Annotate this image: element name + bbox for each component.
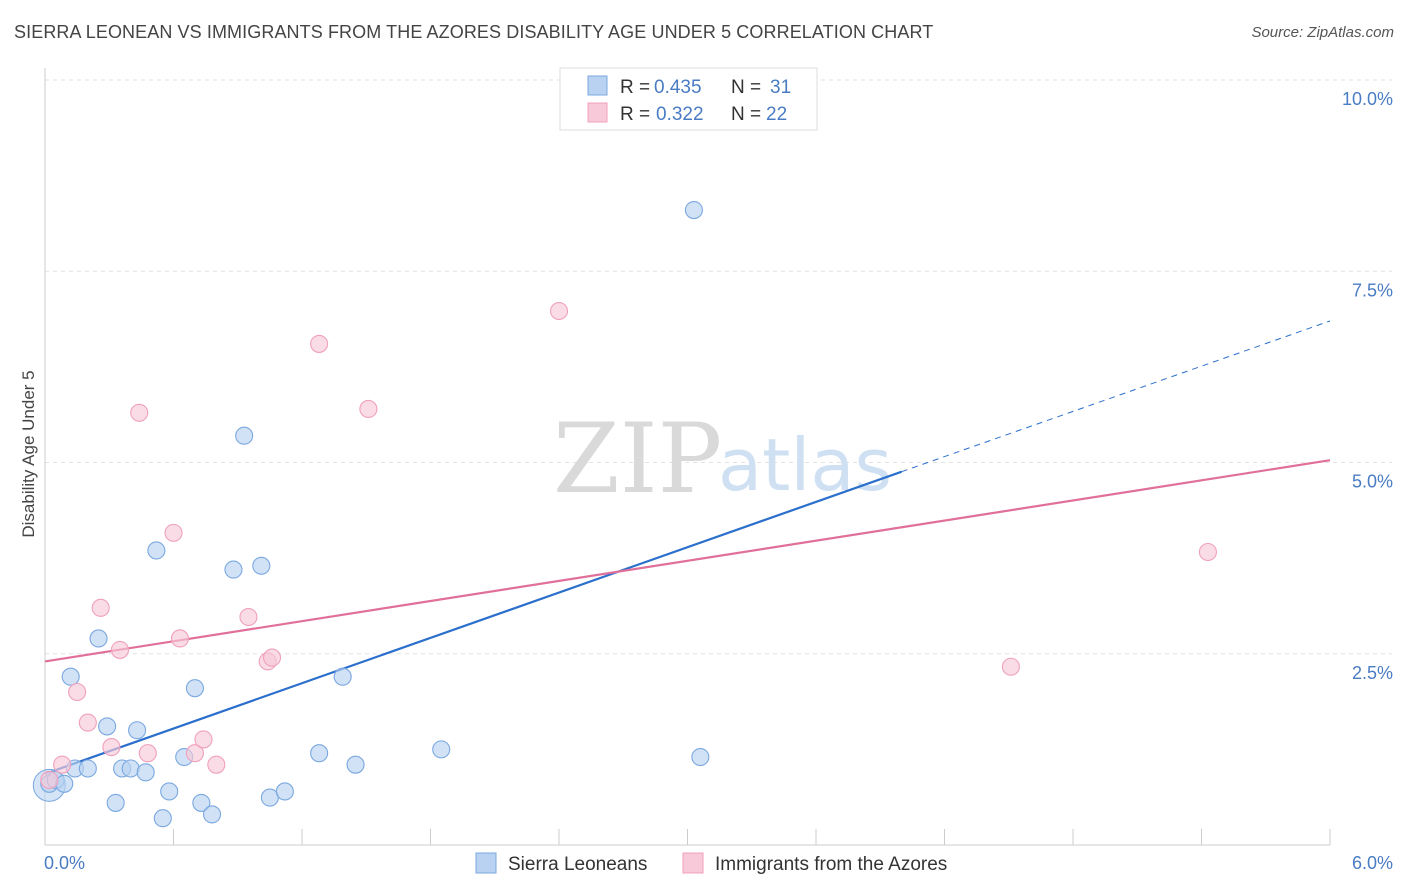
grid-lines	[45, 79, 1392, 655]
legend-r-label-1: R =	[620, 77, 650, 98]
x-tick-min: 0.0%	[44, 853, 85, 873]
point-s0-24	[275, 782, 294, 801]
point-s0-6	[89, 629, 108, 648]
point-s1-7	[130, 403, 149, 422]
point-s1-2	[68, 682, 87, 702]
legend: R = 0.435 N = 31 R = 0.322 N = 22	[559, 67, 818, 131]
point-s0-27	[346, 755, 365, 774]
point-s1-1	[53, 755, 72, 774]
point-s1-8	[138, 744, 157, 763]
bottom-legend-azores: Immigrants from the Azores	[715, 854, 947, 875]
x-tick-max: 6.0%	[1352, 853, 1393, 873]
point-s0-20	[224, 560, 243, 579]
legend-swatch-sierra	[587, 75, 608, 96]
point-s0-8	[106, 793, 125, 812]
bottom-legend: Sierra Leoneans Immigrants from the Azor…	[475, 852, 947, 875]
point-s1-14	[239, 607, 258, 627]
point-s1-17	[310, 334, 329, 353]
point-s0-29	[684, 201, 703, 220]
axes	[44, 68, 1331, 846]
point-s1-3	[78, 713, 97, 732]
point-s0-28	[432, 740, 451, 759]
legend-n-value-2: 22	[766, 104, 787, 125]
watermark: ZIP atlas	[553, 403, 892, 515]
point-s1-20	[1001, 657, 1020, 676]
point-s0-25	[310, 744, 329, 763]
point-s0-22	[252, 556, 271, 575]
data-points	[32, 201, 1217, 828]
bottom-legend-swatch-azores	[682, 852, 704, 874]
bottom-legend-swatch-sierra	[475, 852, 497, 874]
point-s0-18	[192, 793, 211, 812]
point-s0-5	[78, 759, 97, 778]
point-s1-0	[40, 770, 59, 790]
point-s1-12	[194, 730, 213, 749]
point-s0-10	[121, 759, 140, 778]
point-s0-17	[185, 679, 204, 698]
chart-title: SIERRA LEONEAN VS IMMIGRANTS FROM THE AZ…	[14, 22, 934, 42]
point-s1-10	[170, 629, 189, 648]
watermark-zip: ZIP	[553, 403, 722, 515]
point-s0-26	[333, 667, 352, 686]
point-s1-5	[102, 738, 121, 757]
watermark-atlas: atlas	[718, 423, 892, 507]
y-tick-label-1: 5.0%	[1352, 472, 1393, 492]
source-label: Source: ZipAtlas.com	[1251, 24, 1394, 41]
point-s0-13	[147, 541, 166, 560]
legend-n-value-1: 31	[770, 77, 791, 98]
point-s0-7	[98, 717, 117, 736]
legend-r-label-2: R =	[620, 104, 650, 125]
point-s0-3	[61, 667, 80, 686]
point-s0-21	[235, 426, 254, 445]
y-tick-labels: 2.5% 5.0% 7.5% 10.0%	[1342, 89, 1393, 683]
point-s1-11	[185, 744, 204, 763]
legend-n-label-1: N =	[731, 77, 761, 98]
y-tick-label-3: 10.0%	[1342, 89, 1393, 109]
point-s1-9	[164, 523, 183, 542]
point-s0-2	[55, 774, 74, 793]
point-s1-13	[207, 755, 226, 774]
point-s1-18	[359, 399, 378, 419]
trend-lines	[44, 320, 1331, 775]
legend-r-value-1: 0.435	[654, 77, 702, 98]
y-tick-label-0: 2.5%	[1352, 663, 1393, 683]
point-s1-16	[262, 648, 282, 667]
point-s1-21	[1198, 542, 1217, 562]
point-s1-19	[549, 301, 569, 321]
point-s0-15	[160, 782, 179, 801]
legend-r-value-2: 0.322	[656, 104, 704, 125]
trend-line-0	[44, 470, 903, 775]
point-s1-4	[91, 598, 110, 617]
y-tick-label-2: 7.5%	[1352, 280, 1393, 300]
point-s0-30	[691, 747, 710, 767]
legend-swatch-azores	[587, 102, 608, 123]
point-s1-6	[110, 640, 130, 659]
point-s0-14	[153, 809, 172, 828]
point-s0-19	[203, 805, 222, 824]
bottom-legend-sierra: Sierra Leoneans	[508, 854, 647, 875]
legend-n-label-2: N =	[731, 104, 761, 125]
trend-line-1	[44, 459, 1331, 663]
point-s0-11	[128, 721, 147, 740]
y-axis-label: Disability Age Under 5	[19, 370, 38, 537]
trend-line-ext-0	[901, 320, 1331, 473]
point-s0-12	[136, 763, 155, 782]
